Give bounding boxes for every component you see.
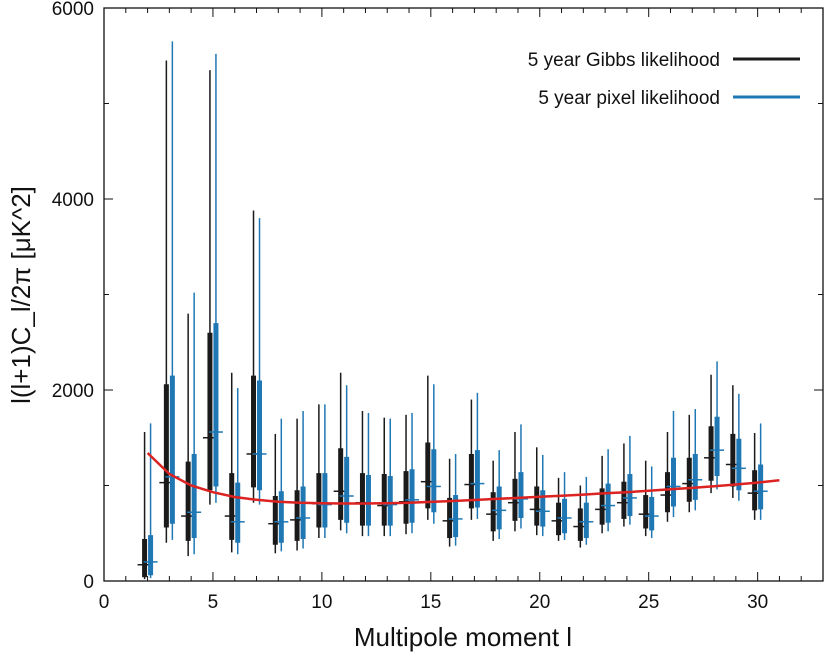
- x-tick-label: 25: [638, 592, 659, 613]
- y-axis-title: l(l+1)C_l/2π [μK^2]: [6, 186, 36, 404]
- x-tick-label: 30: [747, 592, 768, 613]
- y-tick-label: 2000: [52, 381, 94, 402]
- y-tick-label: 6000: [52, 0, 94, 20]
- data-marks: [137, 41, 768, 580]
- model-curve-group: [146, 452, 780, 505]
- x-tick-label: 5: [208, 592, 219, 613]
- x-tick-label: 20: [529, 592, 550, 613]
- legend-label-gibbs: 5 year Gibbs likelihood: [528, 50, 720, 71]
- x-axis-title: Multipole moment l: [354, 622, 572, 652]
- legend-label-pixel: 5 year pixel likelihood: [538, 88, 720, 109]
- axis-ticks: [103, 7, 824, 582]
- x-tick-label: 15: [420, 592, 441, 613]
- x-tick-label: 0: [99, 592, 110, 613]
- y-tick-label: 4000: [52, 190, 94, 211]
- y-tick-label: 0: [83, 572, 94, 593]
- model-curve: [146, 452, 780, 505]
- axis-tick-labels: 0 5 10 15 20 25 30 0 2000 4000 6000: [52, 0, 768, 613]
- legend: 5 year Gibbs likelihood 5 year pixel lik…: [528, 50, 800, 109]
- x-tick-label: 10: [311, 592, 332, 613]
